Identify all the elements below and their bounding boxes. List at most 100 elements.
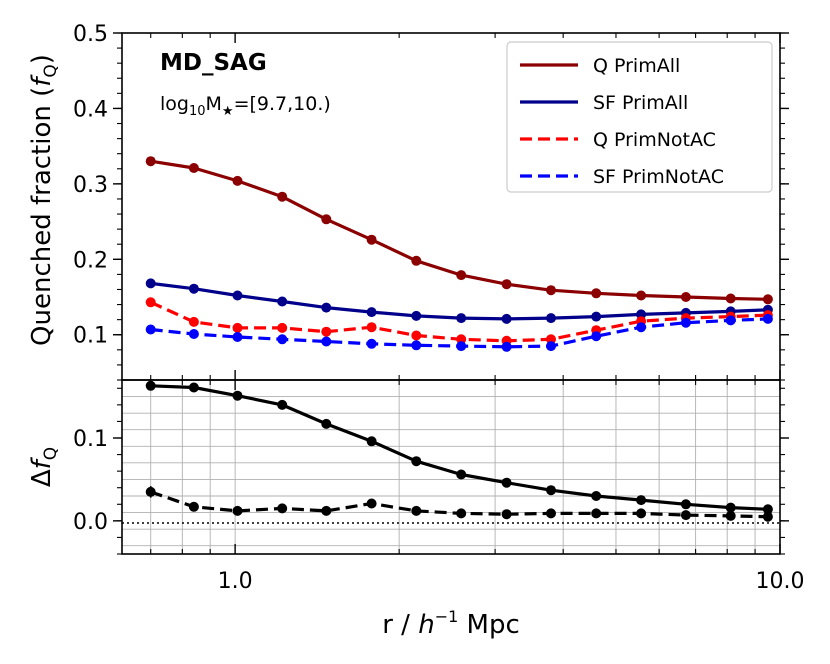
bottom-data-point-1 [762, 511, 773, 522]
top-data-point-1 [411, 310, 422, 321]
top-data-point-0 [546, 285, 556, 296]
top-data-point-2 [411, 330, 422, 341]
top-data-point-0 [366, 234, 377, 245]
bottom-grid [122, 380, 781, 554]
top-data-point-2 [321, 326, 332, 337]
top-data-point-1 [456, 313, 467, 324]
bottom-data-point-0 [456, 469, 467, 480]
top-data-point-3 [546, 341, 556, 352]
bottom-data-point-0 [546, 485, 556, 496]
bottom-data-point-1 [636, 508, 647, 519]
bottom-marks [145, 380, 773, 522]
y-tick-label: 0.1 [73, 427, 108, 452]
bottom-data-point-0 [321, 418, 332, 429]
bottom-data-point-1 [188, 501, 199, 512]
mass-bin-label: log10M★=[9.7,10.) [160, 93, 331, 119]
top-data-point-0 [277, 191, 288, 202]
top-data-point-3 [762, 313, 773, 324]
legend-label: Q PrimNotAC [593, 129, 716, 151]
y-tick-label: 0.2 [73, 248, 108, 273]
x-tick-label: 10.0 [756, 569, 805, 594]
top-data-point-1 [501, 313, 512, 324]
bottom-data-point-0 [145, 380, 156, 391]
top-data-point-3 [456, 341, 467, 352]
bottom-data-point-0 [232, 390, 243, 401]
y-tick-label: 0.4 [73, 97, 108, 122]
y-tick-label: 0.3 [73, 173, 108, 198]
top-data-point-0 [725, 293, 736, 304]
x-axis-label: r / h−1 Mpc [382, 607, 520, 640]
bottom-data-point-0 [725, 502, 736, 513]
bottom-data-point-1 [321, 505, 332, 516]
bottom-data-point-1 [680, 510, 691, 521]
bottom-data-point-1 [725, 510, 736, 521]
top-data-point-0 [232, 175, 243, 186]
x-tick-label: 1.0 [218, 569, 253, 594]
top-data-point-1 [145, 278, 156, 289]
top-data-point-0 [636, 290, 647, 301]
legend-label: SF PrimAll [593, 92, 688, 114]
top-data-point-3 [636, 322, 647, 333]
legend-label: SF PrimNotAC [593, 166, 724, 188]
bottom-data-point-0 [636, 495, 647, 506]
top-data-point-0 [680, 292, 691, 302]
top-data-point-3 [411, 340, 422, 351]
bottom-data-point-0 [411, 456, 422, 467]
top-data-point-3 [366, 338, 377, 349]
top-data-point-3 [680, 317, 691, 328]
top-data-point-0 [762, 294, 773, 305]
bottom-plot-frame [121, 379, 781, 555]
top-data-point-0 [411, 255, 422, 266]
bottom-data-point-1 [546, 508, 556, 519]
top-data-point-1 [366, 307, 377, 318]
bottom-data-point-1 [456, 508, 467, 519]
bottom-series-line-0 [150, 384, 768, 511]
bottom-data-point-1 [411, 505, 422, 516]
top-data-point-1 [546, 313, 556, 324]
bottom-panel: 0.0 0.1 1.0 10.0 [73, 379, 804, 594]
top-panel: 0.1 0.2 0.3 0.4 0.5 MD_SAG log10M★=[9.7,10.)… [73, 22, 789, 381]
top-data-point-3 [725, 315, 736, 326]
top-data-point-0 [501, 279, 512, 290]
top-data-point-3 [591, 331, 602, 342]
bottom-data-point-1 [366, 498, 377, 509]
top-data-point-3 [232, 332, 243, 342]
bottom-data-point-0 [762, 504, 773, 515]
top-data-point-2 [188, 316, 199, 327]
bottom-data-point-1 [501, 509, 512, 520]
bottom-data-point-0 [680, 499, 691, 510]
legend: Q PrimAll SF PrimAll Q PrimNotAC SF PrimNot… [506, 41, 773, 193]
legend-box [506, 41, 773, 193]
y-tick-label: 0.5 [73, 22, 108, 47]
bottom-data-point-1 [591, 508, 602, 519]
top-data-point-0 [145, 156, 156, 167]
top-data-point-0 [321, 214, 332, 225]
legend-label: Q PrimAll [593, 55, 680, 77]
bottom-ticks: 0.0 0.1 1.0 10.0 [73, 380, 804, 594]
bottom-data-point-1 [232, 505, 243, 516]
top-data-point-3 [321, 336, 332, 347]
top-data-point-0 [188, 163, 199, 173]
top-ticks: 0.1 0.2 0.3 0.4 0.5 [73, 22, 789, 381]
bottom-data-point-0 [188, 382, 199, 393]
top-data-point-3 [501, 341, 512, 352]
panel-title: MD_SAG [160, 50, 267, 76]
top-y-axis-label: Quenched fraction (fQ) [27, 54, 61, 346]
top-marks [145, 156, 773, 352]
top-data-point-3 [145, 324, 156, 335]
top-data-point-1 [591, 311, 602, 322]
top-data-point-1 [277, 296, 288, 307]
top-data-point-1 [232, 290, 243, 301]
top-data-point-2 [232, 322, 243, 333]
top-data-point-1 [321, 302, 332, 313]
top-data-point-3 [277, 334, 288, 345]
y-tick-label: 0.0 [73, 510, 108, 535]
top-data-point-1 [188, 283, 199, 294]
bottom-y-axis-label: ΔfQ [27, 447, 61, 487]
bottom-data-point-0 [277, 399, 288, 410]
bottom-data-point-0 [591, 491, 602, 501]
bottom-data-point-0 [501, 477, 512, 488]
bottom-data-point-1 [277, 503, 288, 514]
top-data-point-0 [456, 270, 467, 281]
